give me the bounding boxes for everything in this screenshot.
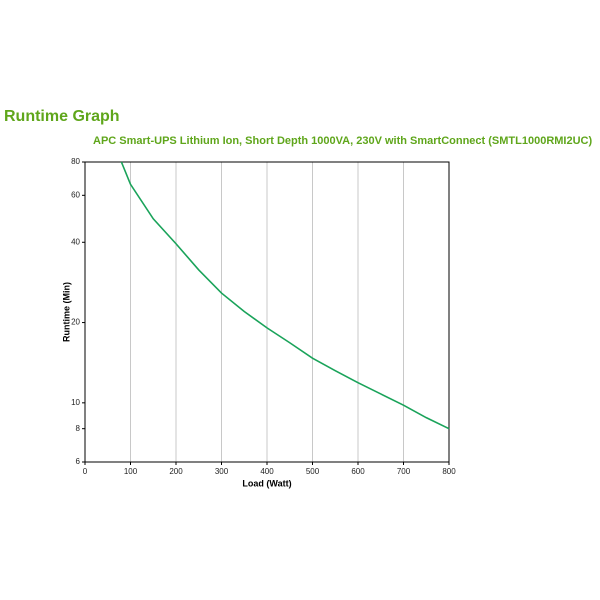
y-axis-label: Runtime (Min) [61, 282, 71, 342]
x-tick-label: 400 [260, 467, 274, 476]
y-tick-label: 8 [76, 424, 81, 433]
y-tick-label: 60 [71, 190, 80, 199]
runtime-line [120, 161, 450, 430]
x-tick-label: 500 [306, 467, 320, 476]
x-tick-label: 800 [442, 467, 456, 476]
chart-subtitle: APC Smart-UPS Lithium Ion, Short Depth 1… [93, 135, 592, 147]
x-tick-label: 700 [397, 467, 411, 476]
y-tick-label: 10 [71, 398, 80, 407]
y-tick-label: 80 [71, 157, 80, 166]
x-tick-label: 600 [351, 467, 365, 476]
x-axis-label: Load (Watt) [242, 478, 291, 488]
chart-title: Runtime Graph [4, 108, 120, 125]
x-tick-label: 300 [215, 467, 229, 476]
plot-frame [84, 161, 450, 463]
y-tick-label: 6 [76, 457, 81, 466]
x-tick-label: 0 [83, 467, 88, 476]
y-tick-label: 40 [71, 237, 80, 246]
y-tick-label: 20 [71, 318, 80, 327]
x-tick-label: 100 [124, 467, 138, 476]
x-tick-label: 200 [169, 467, 183, 476]
